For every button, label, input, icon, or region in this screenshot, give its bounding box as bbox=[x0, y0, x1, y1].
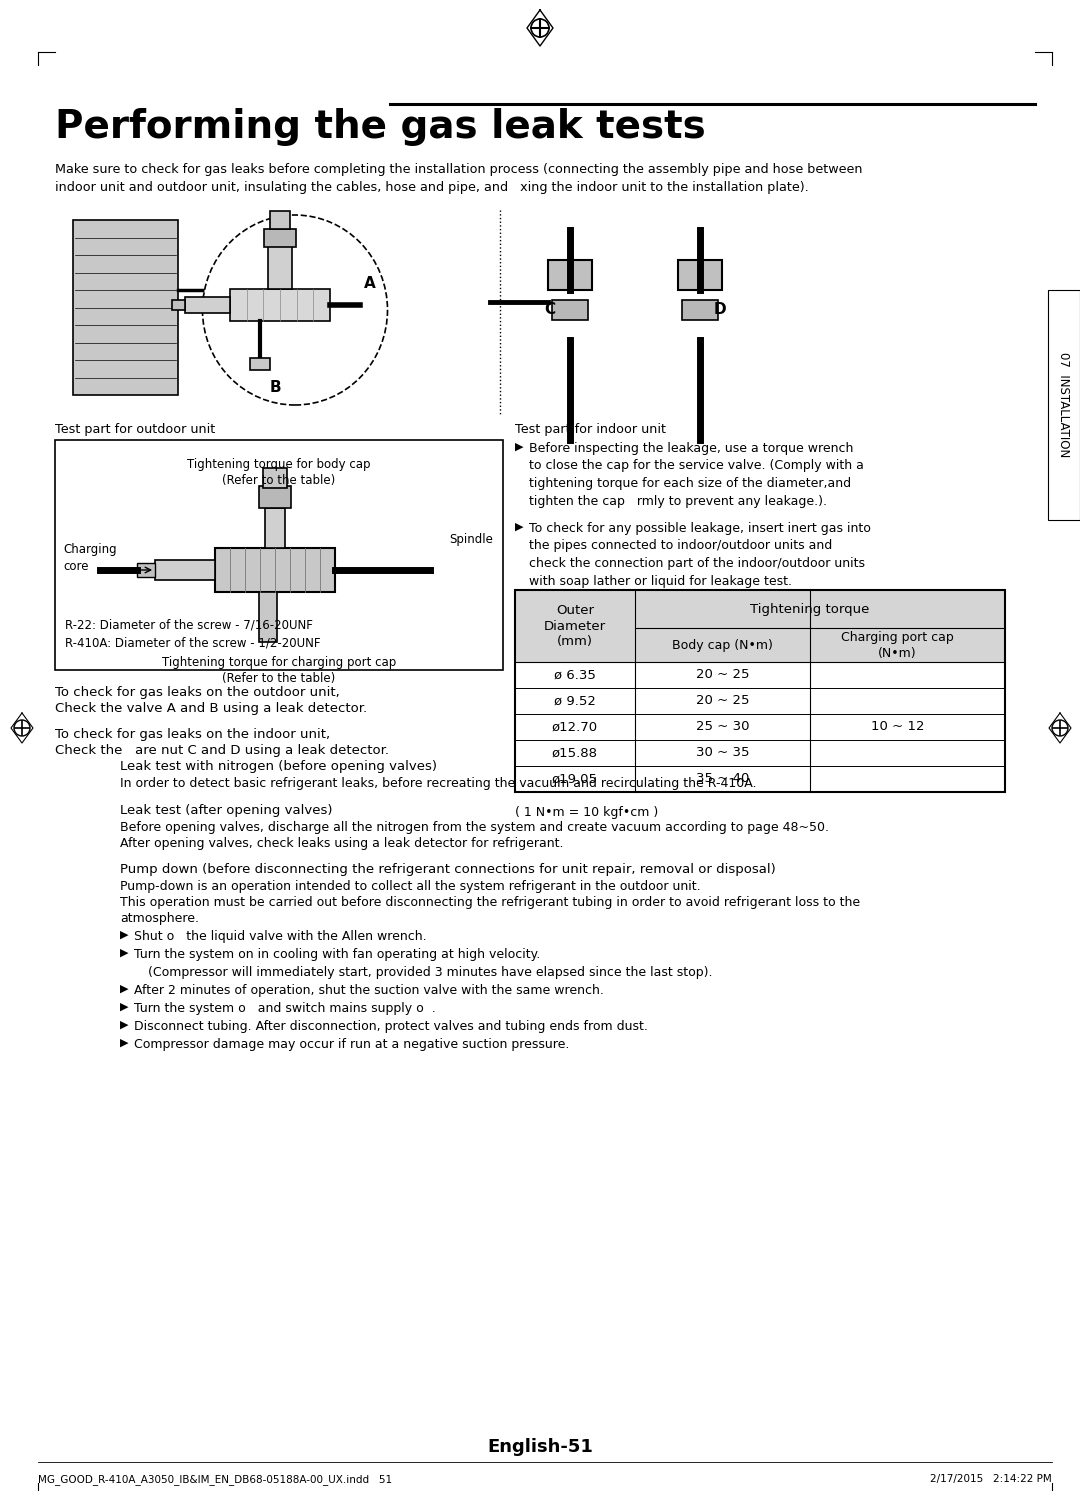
Text: Compressor damage may occur if run at a negative suction pressure.: Compressor damage may occur if run at a … bbox=[134, 1038, 569, 1051]
Text: This operation must be carried out before disconnecting the refrigerant tubing i: This operation must be carried out befor… bbox=[120, 896, 860, 910]
Text: After opening valves, check leaks using a leak detector for refrigerant.: After opening valves, check leaks using … bbox=[120, 836, 564, 850]
Text: 10 ~ 12: 10 ~ 12 bbox=[870, 720, 924, 734]
Text: Check the   are nut C and D using a leak detector.: Check the are nut C and D using a leak d… bbox=[55, 744, 389, 757]
Text: Test part for outdoor unit: Test part for outdoor unit bbox=[55, 423, 215, 435]
Bar bbox=[548, 259, 592, 291]
Bar bbox=[515, 662, 1005, 792]
Bar bbox=[270, 212, 291, 230]
Bar bbox=[515, 590, 1005, 662]
Text: ▶: ▶ bbox=[120, 930, 129, 939]
Text: Leak test with nitrogen (before opening valves): Leak test with nitrogen (before opening … bbox=[120, 760, 437, 772]
Text: ø12.70: ø12.70 bbox=[552, 720, 598, 734]
Bar bbox=[515, 590, 1005, 792]
Bar bbox=[172, 300, 185, 310]
Bar bbox=[259, 592, 276, 643]
Bar bbox=[264, 230, 296, 248]
Bar bbox=[1048, 291, 1080, 520]
Text: ( 1 N•m = 10 kgf•cm ): ( 1 N•m = 10 kgf•cm ) bbox=[515, 807, 658, 819]
Bar bbox=[185, 297, 230, 313]
Text: Outer
Diameter
(mm): Outer Diameter (mm) bbox=[544, 604, 606, 649]
Text: Before inspecting the leakage, use a torque wrench
to close the cap for the serv: Before inspecting the leakage, use a tor… bbox=[529, 441, 864, 507]
Bar bbox=[268, 245, 292, 289]
Bar bbox=[249, 358, 270, 370]
Text: ø 6.35: ø 6.35 bbox=[554, 668, 596, 681]
Text: 35 ~ 40: 35 ~ 40 bbox=[696, 772, 750, 786]
Text: Tightening torque for body cap
(Refer to the table): Tightening torque for body cap (Refer to… bbox=[187, 458, 370, 488]
Text: English-51: English-51 bbox=[487, 1437, 593, 1457]
Bar bbox=[264, 468, 287, 488]
Text: To check for any possible leakage, insert inert gas into
the pipes connected to : To check for any possible leakage, inser… bbox=[529, 522, 870, 587]
Text: ø 9.52: ø 9.52 bbox=[554, 695, 596, 708]
Text: ▶: ▶ bbox=[120, 1038, 129, 1048]
Text: Pump down (before disconnecting the refrigerant connections for unit repair, rem: Pump down (before disconnecting the refr… bbox=[120, 863, 775, 877]
Text: ▶: ▶ bbox=[120, 948, 129, 959]
Text: Before opening valves, discharge all the nitrogen from the system and create vac: Before opening valves, discharge all the… bbox=[120, 822, 829, 833]
Text: To check for gas leaks on the outdoor unit,: To check for gas leaks on the outdoor un… bbox=[55, 686, 340, 699]
Ellipse shape bbox=[203, 215, 388, 406]
Text: 25 ~ 30: 25 ~ 30 bbox=[696, 720, 750, 734]
Text: Performing the gas leak tests: Performing the gas leak tests bbox=[55, 107, 705, 146]
Bar bbox=[552, 300, 588, 321]
Text: Turn the system o   and switch mains supply o  .: Turn the system o and switch mains suppl… bbox=[134, 1002, 435, 1015]
Text: Body cap (N•m): Body cap (N•m) bbox=[672, 638, 773, 652]
Bar bbox=[73, 221, 178, 395]
Text: ▶: ▶ bbox=[515, 441, 524, 452]
Text: After 2 minutes of operation, shut the suction valve with the same wrench.: After 2 minutes of operation, shut the s… bbox=[134, 984, 604, 997]
Bar bbox=[55, 440, 503, 669]
Bar bbox=[259, 486, 291, 508]
Text: ▶: ▶ bbox=[515, 522, 524, 532]
Text: Tightening torque: Tightening torque bbox=[751, 602, 869, 616]
Bar bbox=[215, 549, 335, 592]
Text: MG_GOOD_R-410A_A3050_IB&IM_EN_DB68-05188A-00_UX.indd   51: MG_GOOD_R-410A_A3050_IB&IM_EN_DB68-05188… bbox=[38, 1475, 392, 1485]
Bar bbox=[230, 289, 330, 321]
Text: Charging
core: Charging core bbox=[63, 544, 117, 573]
Text: ▶: ▶ bbox=[120, 1002, 129, 1012]
Text: Charging port cap
(N•m): Charging port cap (N•m) bbox=[841, 631, 954, 659]
Text: Test part for indoor unit: Test part for indoor unit bbox=[515, 423, 666, 435]
Text: 20 ~ 25: 20 ~ 25 bbox=[696, 695, 750, 708]
Text: (Compressor will immediately start, provided 3 minutes have elapsed since the la: (Compressor will immediately start, prov… bbox=[136, 966, 713, 980]
Text: Spindle: Spindle bbox=[449, 534, 492, 547]
Text: B: B bbox=[269, 380, 281, 395]
Text: Tightening torque for charging port cap
(Refer to the table): Tightening torque for charging port cap … bbox=[162, 656, 396, 684]
Text: Disconnect tubing. After disconnection, protect valves and tubing ends from dust: Disconnect tubing. After disconnection, … bbox=[134, 1020, 648, 1033]
Text: 07  INSTALLATION: 07 INSTALLATION bbox=[1057, 352, 1070, 458]
Text: ø19.05: ø19.05 bbox=[552, 772, 598, 786]
Text: atmosphere.: atmosphere. bbox=[120, 912, 199, 924]
Text: Check the valve A and B using a leak detector.: Check the valve A and B using a leak det… bbox=[55, 702, 367, 716]
Text: A: A bbox=[364, 276, 376, 291]
Text: ▶: ▶ bbox=[120, 984, 129, 994]
Bar bbox=[265, 508, 285, 549]
Bar bbox=[156, 561, 215, 580]
Text: 20 ~ 25: 20 ~ 25 bbox=[696, 668, 750, 681]
Text: In order to detect basic refrigerant leaks, before recreating the vacuum and rec: In order to detect basic refrigerant lea… bbox=[120, 777, 756, 790]
Bar bbox=[678, 259, 723, 291]
Text: D: D bbox=[714, 303, 727, 318]
Text: 30 ~ 35: 30 ~ 35 bbox=[696, 747, 750, 759]
Text: Shut o   the liquid valve with the Allen wrench.: Shut o the liquid valve with the Allen w… bbox=[134, 930, 427, 942]
Bar bbox=[681, 300, 718, 321]
Text: R-410A: Diameter of the screw - 1/2-20UNF: R-410A: Diameter of the screw - 1/2-20UN… bbox=[65, 637, 321, 649]
Text: ø15.88: ø15.88 bbox=[552, 747, 598, 759]
Text: R-22: Diameter of the screw - 7/16-20UNF: R-22: Diameter of the screw - 7/16-20UNF bbox=[65, 617, 313, 631]
Text: Leak test (after opening valves): Leak test (after opening valves) bbox=[120, 804, 333, 817]
Text: 2/17/2015   2:14:22 PM: 2/17/2015 2:14:22 PM bbox=[930, 1475, 1052, 1484]
Text: Turn the system on in cooling with fan operating at high velocity.: Turn the system on in cooling with fan o… bbox=[134, 948, 540, 962]
Text: To check for gas leaks on the indoor unit,: To check for gas leaks on the indoor uni… bbox=[55, 728, 330, 741]
Text: Make sure to check for gas leaks before completing the installation process (con: Make sure to check for gas leaks before … bbox=[55, 163, 863, 194]
Text: Pump-down is an operation intended to collect all the system refrigerant in the : Pump-down is an operation intended to co… bbox=[120, 880, 701, 893]
Text: C: C bbox=[544, 303, 555, 318]
Bar bbox=[137, 564, 156, 577]
Text: ▶: ▶ bbox=[120, 1020, 129, 1030]
